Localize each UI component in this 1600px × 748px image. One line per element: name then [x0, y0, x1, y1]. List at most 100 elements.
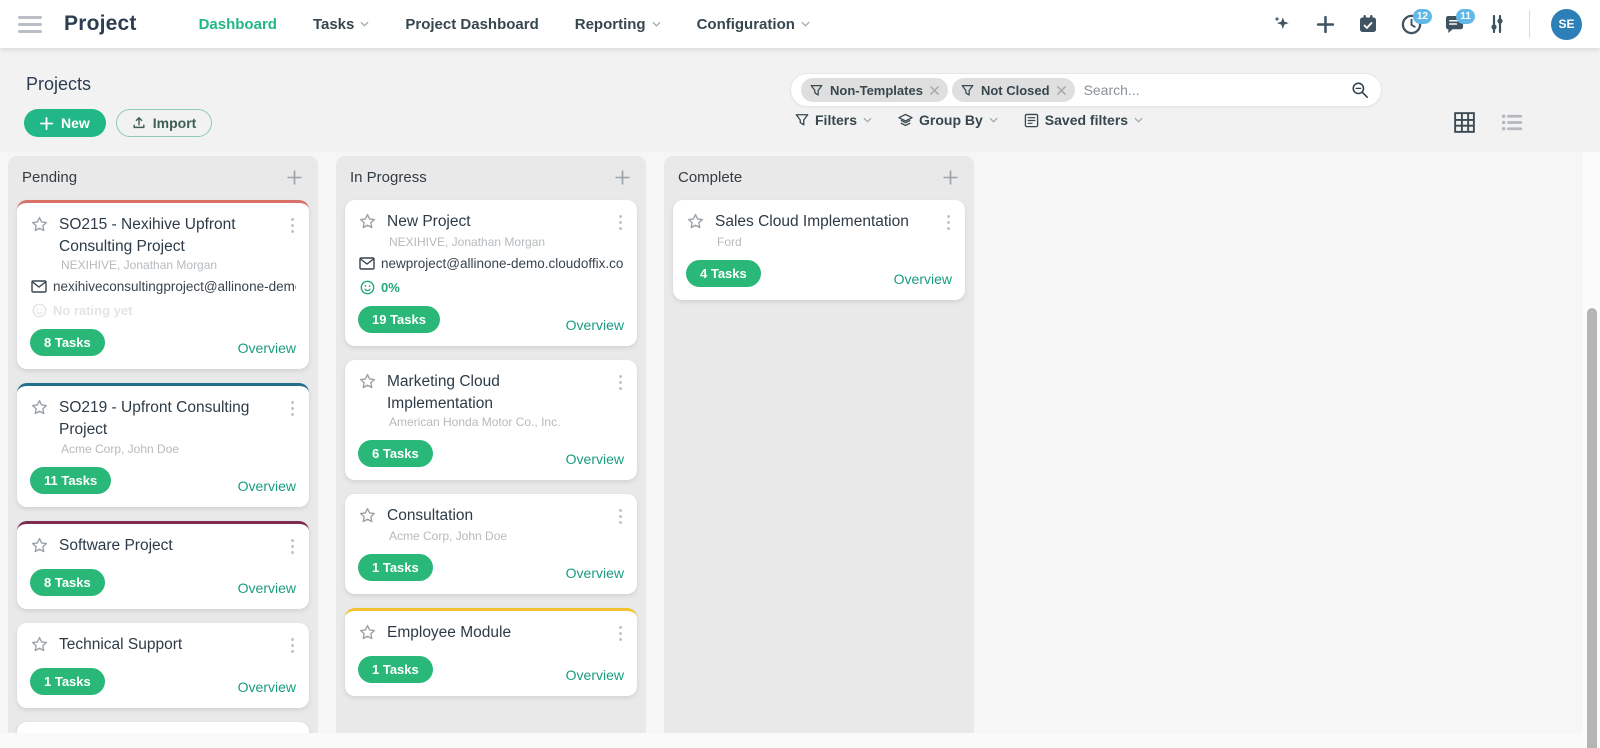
- remove-facet-icon[interactable]: [930, 85, 939, 95]
- card-partner: Acme Corp, John Doe: [389, 529, 508, 544]
- card-menu-button[interactable]: [289, 214, 296, 237]
- saved-filters-menu[interactable]: Saved filters: [1024, 112, 1143, 128]
- favorite-star-icon[interactable]: [30, 215, 49, 234]
- filters-menu[interactable]: Filters: [795, 112, 872, 128]
- import-button[interactable]: Import: [115, 109, 213, 137]
- favorite-star-icon[interactable]: [358, 623, 377, 642]
- group-by-menu[interactable]: Group By: [898, 112, 998, 128]
- card-menu-button[interactable]: [289, 634, 296, 657]
- view-toggles: [1452, 110, 1524, 135]
- card-title: Marketing Cloud Implementation: [387, 373, 500, 412]
- card-tasks-badge[interactable]: 8 Tasks: [30, 329, 105, 357]
- favorite-star-icon[interactable]: [30, 398, 49, 417]
- card-overview-link[interactable]: Overview: [565, 451, 624, 468]
- card-overview-link[interactable]: Overview: [237, 678, 296, 695]
- card-tasks-badge[interactable]: 8 Tasks: [30, 568, 105, 596]
- card-overview-link[interactable]: Overview: [565, 667, 624, 684]
- card-partner: Acme Corp, John Doe: [61, 441, 180, 456]
- remove-facet-icon[interactable]: [1056, 85, 1066, 95]
- kanban-card[interactable]: Sales Cloud Implementation Ford 4 Tasks …: [673, 200, 965, 300]
- calendar-check-icon[interactable]: [1357, 13, 1379, 35]
- card-overview-link[interactable]: Overview: [893, 271, 952, 287]
- plus-icon[interactable]: [1314, 13, 1336, 35]
- nav-dashboard[interactable]: Dashboard: [198, 15, 277, 33]
- chevron-down-icon: [360, 21, 369, 27]
- card-footer: 19 Tasks Overview: [358, 306, 624, 333]
- card-menu-button[interactable]: [289, 397, 296, 420]
- search-facet-not-closed[interactable]: Not Closed: [951, 78, 1075, 102]
- card-menu-button[interactable]: [945, 211, 952, 234]
- nav-tasks[interactable]: Tasks: [313, 16, 369, 33]
- kanban-card[interactable]: SO215 - Nexihive Upfront Consulting Proj…: [17, 200, 309, 370]
- search-facet-non-templates[interactable]: Non-Templates: [801, 78, 948, 102]
- kanban-card[interactable]: Marketing Cloud Implementation American …: [345, 360, 637, 481]
- card-menu-button[interactable]: [617, 211, 624, 234]
- card-menu-button[interactable]: [617, 371, 624, 394]
- card-tasks-badge[interactable]: 1 Tasks: [358, 554, 433, 582]
- nav-configuration[interactable]: Configuration: [697, 16, 810, 33]
- page-title: Projects: [26, 74, 92, 94]
- favorite-star-icon[interactable]: [686, 212, 705, 231]
- search-bar: Non-Templates Not Closed: [790, 73, 1382, 107]
- card-tasks-badge[interactable]: 11 Tasks: [30, 466, 112, 494]
- kanban-card[interactable]: Employee Module 1 Tasks Overview: [345, 608, 637, 697]
- search-options-icon[interactable]: [1351, 81, 1369, 99]
- card-footer: 4 Tasks Overview: [686, 260, 952, 287]
- card-header: Software Project: [30, 535, 296, 558]
- kanban-card[interactable]: SO219 - Upfront Consulting Project Acme …: [17, 383, 309, 507]
- card-footer: 1 Tasks Overview: [30, 667, 296, 695]
- kanban-column: Complete Sales Cloud Implementation Ford…: [664, 156, 974, 748]
- card-footer: 1 Tasks Overview: [358, 554, 624, 582]
- nav-project-dashboard[interactable]: Project Dashboard: [405, 15, 539, 33]
- topbar-actions: 12 11 SE: [1271, 8, 1582, 40]
- chevron-down-icon: [989, 117, 998, 123]
- card-header: Marketing Cloud Implementation: [358, 371, 624, 414]
- card-overview-link[interactable]: Overview: [237, 579, 296, 596]
- add-card-button[interactable]: [943, 170, 958, 185]
- column-cards: SO215 - Nexihive Upfront Consulting Proj…: [8, 198, 318, 748]
- card-tasks-badge[interactable]: 1 Tasks: [358, 656, 433, 684]
- card-tasks-badge[interactable]: 6 Tasks: [358, 440, 433, 468]
- sliders-icon[interactable]: [1486, 13, 1508, 35]
- card-overview-link[interactable]: Overview: [565, 565, 624, 582]
- card-partner: NEXIHIVE, Jonathan Morgan: [389, 235, 546, 249]
- card-menu-button[interactable]: [289, 535, 296, 558]
- user-avatar[interactable]: SE: [1551, 8, 1582, 40]
- messages-icon[interactable]: 11: [1443, 9, 1475, 35]
- card-menu-button[interactable]: [617, 622, 624, 645]
- kanban-card[interactable]: Software Project 8 Tasks Overview: [17, 520, 309, 609]
- chevron-down-icon: [652, 21, 661, 27]
- favorite-star-icon[interactable]: [358, 506, 377, 525]
- vertical-scrollbar-thumb[interactable]: [1587, 308, 1597, 748]
- card-email: nexihiveconsultingproject@allinone-demo.…: [31, 279, 296, 294]
- card-tasks-badge[interactable]: 19 Tasks: [358, 306, 440, 333]
- kanban-card[interactable]: Technical Support 1 Tasks Overview: [17, 622, 309, 708]
- card-header: Employee Module: [358, 622, 624, 645]
- card-tasks-badge[interactable]: 4 Tasks: [686, 260, 761, 287]
- activities-clock-icon[interactable]: 12: [1400, 9, 1432, 35]
- favorite-star-icon[interactable]: [30, 635, 49, 654]
- nav-reporting[interactable]: Reporting: [575, 16, 661, 33]
- kanban-card[interactable]: New Project NEXIHIVE, Jonathan Morgan ne…: [345, 200, 637, 346]
- add-card-button[interactable]: [287, 170, 302, 185]
- kanban-card[interactable]: Consultation Acme Corp, John Doe 1 Tasks…: [345, 494, 637, 595]
- favorite-star-icon[interactable]: [358, 372, 377, 391]
- search-input[interactable]: [1083, 82, 1351, 98]
- card-overview-link[interactable]: Overview: [237, 477, 296, 494]
- column-header: Complete: [664, 156, 974, 198]
- menu-icon[interactable]: [18, 15, 42, 33]
- card-email: newproject@allinone-demo.cloudoffix.com: [359, 256, 624, 271]
- card-menu-button[interactable]: [617, 505, 624, 528]
- ai-sparkle-icon[interactable]: [1271, 13, 1293, 35]
- card-tasks-badge[interactable]: 1 Tasks: [30, 667, 105, 695]
- list-view-icon[interactable]: [1499, 110, 1524, 135]
- favorite-star-icon[interactable]: [358, 212, 377, 231]
- kanban-column: In Progress New Project NEXIHIVE, Jonath…: [336, 156, 646, 748]
- new-button[interactable]: New: [24, 109, 106, 137]
- filter-menus: Filters Group By Saved filters: [795, 112, 1143, 128]
- card-overview-link[interactable]: Overview: [237, 340, 296, 357]
- card-overview-link[interactable]: Overview: [565, 317, 624, 333]
- add-card-button[interactable]: [615, 170, 630, 185]
- favorite-star-icon[interactable]: [30, 536, 49, 555]
- kanban-view-icon[interactable]: [1452, 110, 1477, 135]
